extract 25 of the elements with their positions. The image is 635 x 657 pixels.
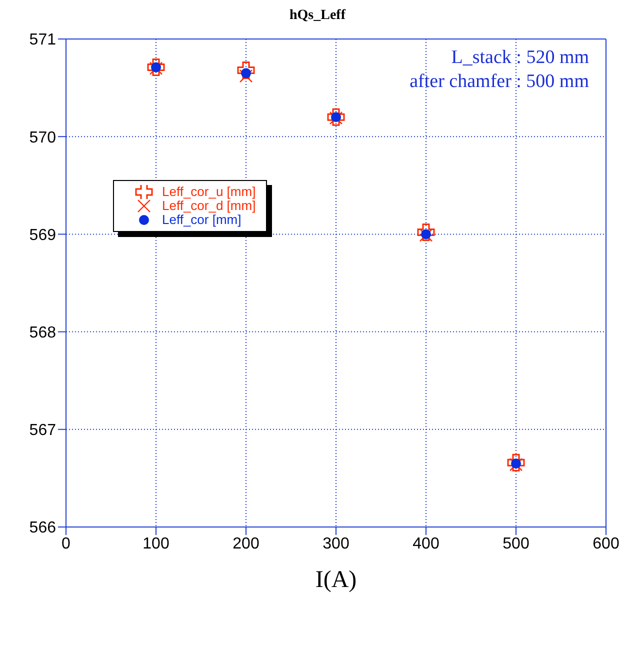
point xyxy=(147,58,165,76)
point xyxy=(507,454,525,472)
x-tick-label: 500 xyxy=(502,535,530,552)
x-axis-title: I(A) xyxy=(315,567,357,593)
x-tick-label: 100 xyxy=(142,535,170,552)
x-tick-label: 600 xyxy=(592,535,620,552)
annotation: L_stack : 520 mm xyxy=(450,46,589,70)
y-tick-label: 569 xyxy=(29,226,56,244)
legend-label: Leff_cor_d [mm] xyxy=(162,198,256,213)
x-tick-label: 0 xyxy=(62,535,71,552)
y-tick-label: 566 xyxy=(29,520,56,537)
x-tick-label: 400 xyxy=(412,535,440,552)
y-tick-label: 568 xyxy=(29,324,56,342)
legend-label: Leff_cor_u [mm] xyxy=(162,184,256,199)
chart-title: hQs_Leff xyxy=(288,8,347,25)
y-tick-label: 571 xyxy=(29,32,56,49)
point xyxy=(417,224,435,241)
point xyxy=(237,61,255,79)
x-tick-label: 200 xyxy=(232,535,260,552)
x-tick-label: 300 xyxy=(322,535,350,552)
y-tick-label: 570 xyxy=(29,129,56,146)
legend-label: Leff_cor [mm] xyxy=(162,212,242,227)
y-tick-label: 567 xyxy=(29,422,56,440)
annotation: after chamfer : 500 mm xyxy=(410,70,589,94)
point xyxy=(327,108,345,126)
